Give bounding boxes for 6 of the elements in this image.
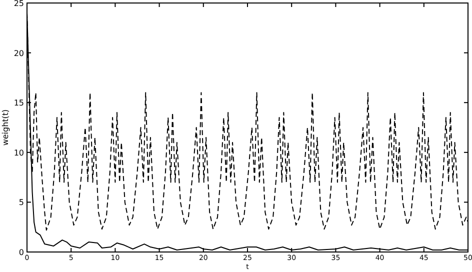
y-tick-label: 20 [14, 48, 24, 58]
y-tick-label: 10 [14, 148, 24, 158]
y-tick-label: 15 [14, 98, 24, 108]
y-tick-label: 5 [18, 198, 24, 208]
y-axis-title: weight(t) [1, 109, 10, 146]
y-tick-label: 25 [14, 0, 24, 8]
